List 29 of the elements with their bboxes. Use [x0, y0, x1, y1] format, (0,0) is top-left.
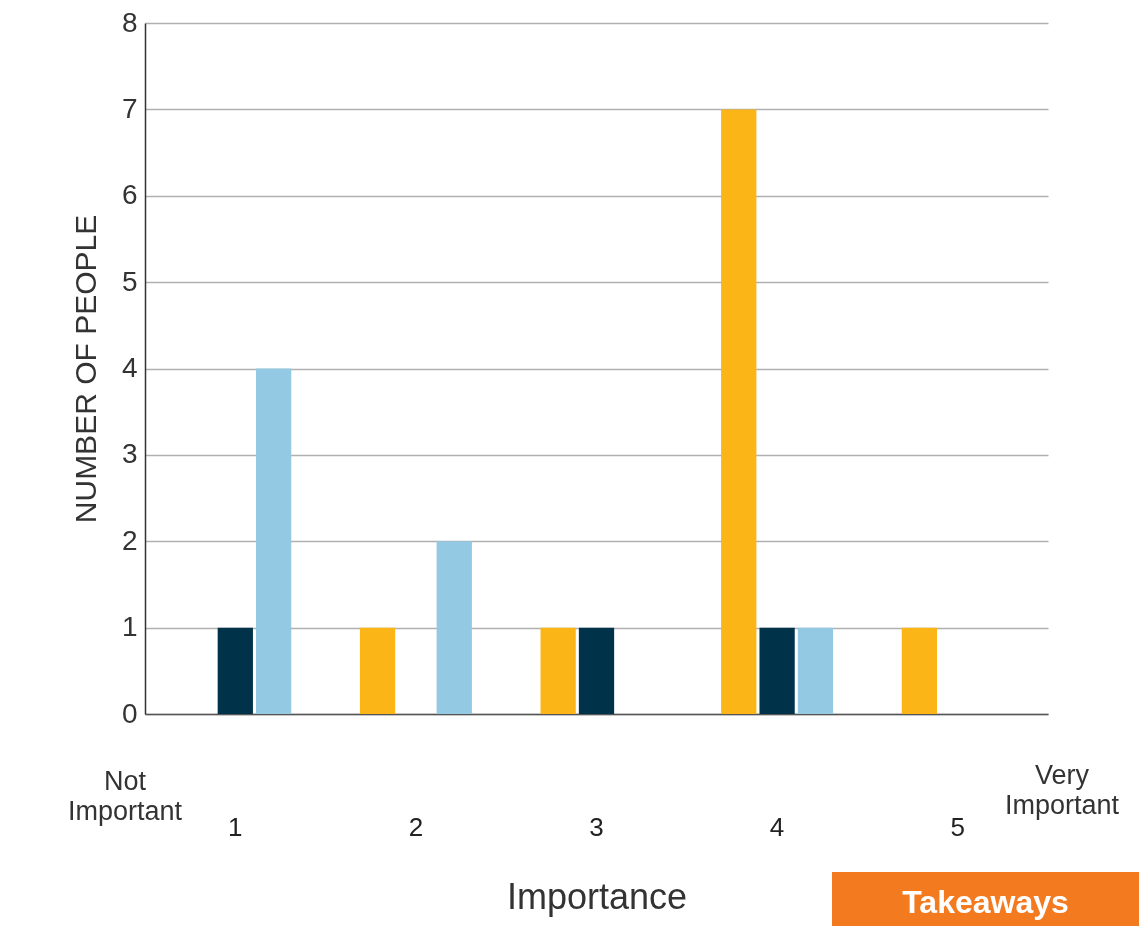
y-tick-label: 7	[121, 92, 138, 124]
x-tick-label: 4	[769, 811, 785, 842]
bar	[436, 541, 472, 714]
bar	[721, 109, 757, 714]
text: Very Important	[1003, 760, 1121, 820]
y-axis-title: NUMBER OF PEOPLE	[68, 214, 102, 524]
y-tick-label: 6	[121, 179, 138, 211]
y-tick-label: 2	[121, 524, 138, 556]
bar	[217, 627, 253, 714]
x-axis-title: Importance	[506, 875, 688, 917]
x-tick-label: 1	[228, 811, 243, 842]
y-tick-label: 1	[121, 611, 138, 643]
bar	[578, 627, 615, 714]
bar	[797, 627, 834, 714]
bar	[256, 368, 292, 714]
x-tick-label: 5	[950, 811, 965, 842]
y-tick-label: 8	[121, 6, 138, 38]
bar	[359, 627, 396, 714]
bar	[759, 627, 795, 714]
text: Not Important	[66, 766, 184, 826]
x-tick-label: 2	[408, 811, 424, 842]
y-tick-label: 5	[121, 265, 138, 297]
bar	[901, 627, 937, 714]
x-tick-label: 3	[589, 811, 604, 842]
y-tick-label: 4	[121, 352, 138, 383]
y-tick-label: 0	[121, 697, 138, 729]
y-tick-label: 3	[121, 438, 138, 470]
bar	[540, 627, 576, 714]
text: Takeaways	[832, 872, 1139, 926]
